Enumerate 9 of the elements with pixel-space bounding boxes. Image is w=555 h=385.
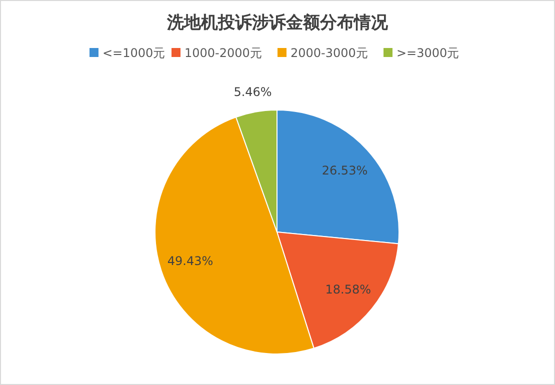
data-label: 49.43% <box>167 254 214 268</box>
legend-label: 1000-2000元 <box>184 46 262 60</box>
legend-label: 2000-3000元 <box>290 46 368 60</box>
legend-label: <=1000元 <box>102 46 166 60</box>
chart-title: 洗地机投诉涉诉金额分布情况 <box>166 13 389 33</box>
data-label: 26.53% <box>322 163 368 178</box>
legend-label: >=3000元 <box>396 46 460 60</box>
data-label: 5.46% <box>234 85 272 100</box>
data-label: 18.58% <box>325 282 372 297</box>
